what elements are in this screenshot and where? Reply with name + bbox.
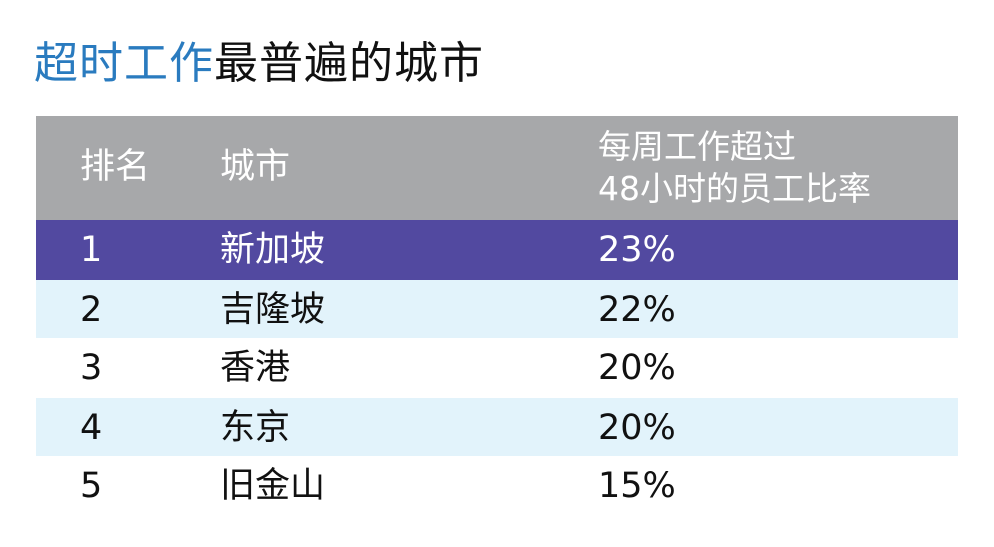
city-cell: 新加坡 <box>220 230 326 270</box>
title-highlight: 超时工作 <box>34 38 214 89</box>
city-cell: 吉隆坡 <box>220 290 326 330</box>
rate-cell: 23% <box>598 230 676 270</box>
rate-cell: 20% <box>598 408 676 448</box>
city-cell: 东京 <box>220 408 291 448</box>
table-header: 排名 城市 每周工作超过 48小时的员工比率 <box>36 116 958 220</box>
table-row: 5 旧金山 15% <box>36 456 958 516</box>
ranking-table: 排名 城市 每周工作超过 48小时的员工比率 1 新加坡 23% 2 吉隆坡 22… <box>36 116 958 516</box>
rate-cell: 22% <box>598 290 676 330</box>
rank-cell: 3 <box>80 348 103 388</box>
table-row: 1 新加坡 23% <box>36 220 958 280</box>
table-row: 4 东京 20% <box>36 398 958 456</box>
page-title: 超时工作最普遍的城市 <box>34 34 484 94</box>
rank-cell: 5 <box>80 466 103 506</box>
rate-cell: 20% <box>598 348 676 388</box>
city-cell: 旧金山 <box>220 466 326 506</box>
table-row: 3 香港 20% <box>36 338 958 398</box>
rank-cell: 2 <box>80 290 103 330</box>
header-city: 城市 <box>220 147 291 187</box>
title-rest: 最普遍的城市 <box>214 38 484 89</box>
city-cell: 香港 <box>220 348 291 388</box>
header-rank: 排名 <box>80 147 151 187</box>
rate-cell: 15% <box>598 466 676 506</box>
rank-cell: 4 <box>80 408 103 448</box>
header-rate: 每周工作超过 48小时的员工比率 <box>598 127 871 208</box>
rank-cell: 1 <box>80 230 103 270</box>
table-row: 2 吉隆坡 22% <box>36 280 958 338</box>
